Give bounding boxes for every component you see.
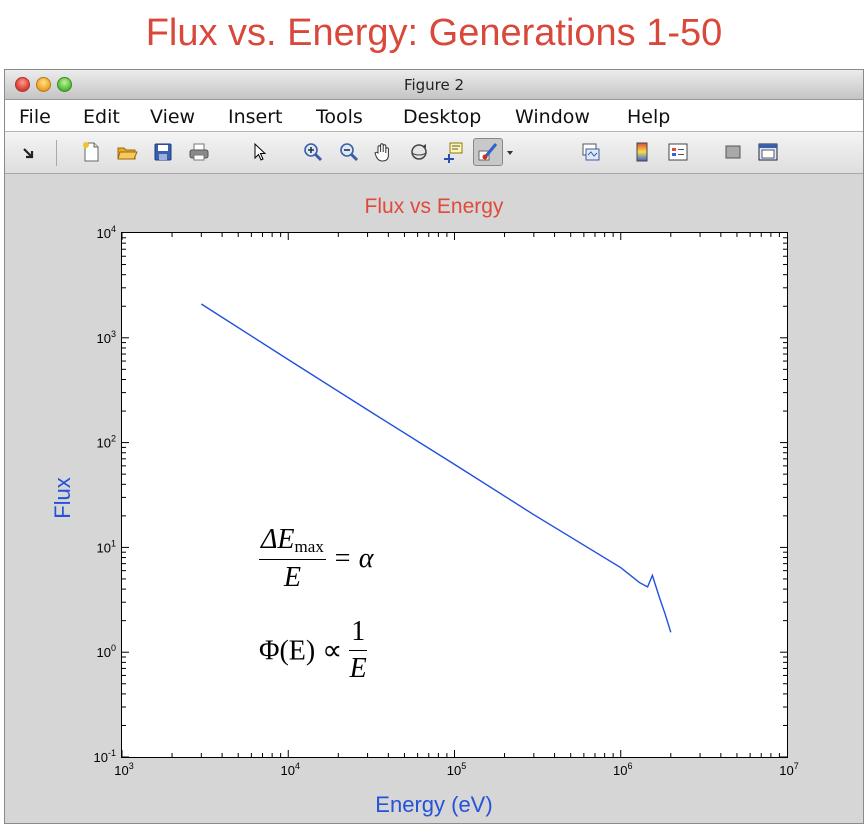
x-tick-label: 107 (779, 761, 798, 778)
print-icon[interactable] (188, 141, 210, 163)
menu-insert[interactable]: Insert (228, 106, 283, 128)
legend-icon[interactable] (667, 141, 689, 163)
eq2-lhs: Φ(E) ∝ (259, 635, 343, 667)
window-titlebar[interactable]: Figure 2 (5, 70, 863, 100)
menu-tools[interactable]: Tools (316, 106, 363, 128)
dock-arrow-icon[interactable] (18, 141, 40, 163)
plot-axes[interactable] (121, 232, 788, 758)
brush-button[interactable] (473, 138, 503, 166)
equation-alpha: ΔEmax E = α (259, 524, 373, 594)
save-icon[interactable] (152, 141, 174, 163)
y-axis-label: Flux (50, 477, 75, 519)
open-file-icon[interactable] (116, 141, 138, 163)
slide-title: Flux vs. Energy: Generations 1-50 (145, 12, 723, 54)
data-cursor-icon[interactable] (442, 141, 464, 163)
series-line (200, 303, 672, 633)
menu-view[interactable]: View (150, 106, 196, 128)
zoom-in-icon[interactable] (302, 141, 324, 163)
x-tick-label: 103 (114, 761, 133, 778)
y-tick-label: 101 (97, 538, 116, 555)
y-tick-label: 10-1 (94, 748, 116, 765)
eq2-denominator: E (349, 653, 367, 684)
menu-help[interactable]: Help (627, 106, 671, 128)
window-title: Figure 2 (403, 76, 465, 94)
figure-window: Figure 2 File Edit View Insert Tools Des… (4, 69, 864, 824)
toolbar-separator (56, 140, 57, 166)
brush-dropdown-icon[interactable] (505, 141, 515, 163)
link-plot-icon[interactable] (580, 141, 602, 163)
menu-window[interactable]: Window (515, 106, 590, 128)
y-tick-label: 102 (97, 434, 116, 451)
plot-title: Flux vs Energy (364, 195, 504, 218)
tick-labels: 103 104 105 106 107 10-1 100 101 102 103 104 (94, 224, 799, 778)
rotate-3d-icon[interactable] (408, 141, 430, 163)
x-tick-label: 106 (613, 761, 632, 778)
pointer-arrow-icon[interactable] (249, 141, 271, 163)
plot-area (122, 233, 787, 757)
brush-icon (478, 143, 498, 161)
eq2-numerator: 1 (349, 616, 368, 651)
eq1-denominator: E (283, 562, 301, 593)
zoom-window-button[interactable] (57, 77, 72, 92)
menu-edit[interactable]: Edit (83, 106, 120, 128)
zoom-out-icon[interactable] (338, 141, 360, 163)
x-axis-label: Energy (eV) (375, 792, 493, 817)
eq1-numerator: ΔE (261, 524, 295, 555)
y-tick-label: 103 (97, 329, 116, 346)
y-tick-label: 104 (97, 224, 116, 241)
equation-phi: Φ(E) ∝ 1 E (259, 616, 368, 685)
menu-desktop[interactable]: Desktop (403, 106, 482, 128)
eq1-rhs: = α (332, 543, 374, 574)
colorbar-icon[interactable] (631, 141, 653, 163)
equation-alpha-fraction: ΔEmax E (259, 524, 326, 594)
menu-file[interactable]: File (19, 106, 51, 128)
pan-hand-icon[interactable] (372, 141, 394, 163)
show-plot-tools-icon[interactable] (757, 141, 779, 163)
eq1-subscript: max (294, 537, 324, 556)
x-tick-label: 105 (447, 761, 466, 778)
x-tick-label: 104 (281, 761, 300, 778)
figure-toolbar (5, 132, 863, 174)
menu-bar: File Edit View Insert Tools Desktop Wind… (5, 100, 863, 132)
new-figure-icon[interactable] (80, 141, 102, 163)
y-tick-label: 100 (97, 643, 116, 660)
minimize-window-button[interactable] (36, 77, 51, 92)
equation-phi-fraction: 1 E (349, 616, 368, 685)
close-window-button[interactable] (15, 77, 30, 92)
hide-plot-tools-icon[interactable] (722, 141, 744, 163)
